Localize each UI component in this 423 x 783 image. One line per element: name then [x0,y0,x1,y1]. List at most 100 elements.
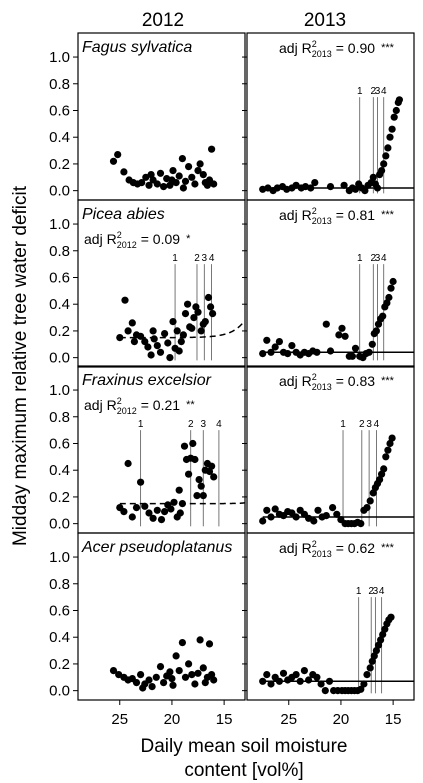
data-point [326,183,335,191]
data-point [207,303,215,311]
data-point [124,459,132,468]
data-point [392,106,400,115]
data-point [379,312,387,320]
data-point [147,171,155,179]
data-point [132,679,141,687]
threshold-label: 3 [375,86,381,97]
data-point [109,157,118,165]
data-point [121,296,129,304]
data-point [201,318,209,326]
data-point [208,671,216,679]
panel-frame [77,365,246,534]
data-point [210,676,218,684]
x-tick-label: 25 [111,711,128,728]
x-tick-label: 20 [164,711,181,728]
data-point [153,342,161,350]
data-point [390,113,398,121]
data-point [164,339,172,347]
data-point [194,167,202,175]
significance-stars: *** [381,375,395,387]
data-point [385,293,393,302]
data-point [169,318,177,326]
panel-frame [246,532,415,701]
data-point [137,332,145,340]
data-point [189,439,197,448]
data-point [138,179,146,187]
data-point [180,442,189,450]
data-point [184,300,192,308]
data-point [149,327,157,335]
threshold-label: 3 [202,253,208,264]
data-point [361,187,369,195]
y-tick-label: 0.0 [49,683,70,700]
data-point [322,320,330,328]
data-point [366,664,374,672]
y-tick-label: 1.0 [49,49,70,66]
data-point [156,348,165,356]
data-point [172,652,180,660]
data-point [144,343,152,351]
data-point [387,613,395,621]
y-tick-label: 0.6 [49,602,70,619]
data-point [161,330,169,338]
data-point [275,338,283,346]
data-point [292,671,300,679]
data-point [271,343,279,351]
r-squared-sub: 2012 [117,240,137,250]
data-point [169,167,177,175]
data-point [181,673,190,681]
data-point [360,680,368,688]
data-point [351,185,360,193]
data-point [340,181,348,189]
panel-frame [246,199,415,368]
data-point [321,687,329,695]
r-squared-text: adj R [279,207,312,223]
data-point [383,299,391,307]
r-squared-annotation: adj R2 2012 = 0.21 ** [84,396,195,416]
data-point [191,455,199,464]
data-point [170,498,178,506]
y-tick-label: 0.8 [49,576,70,593]
y-tick-label: 0.2 [49,489,70,506]
threshold-label: 4 [379,586,385,597]
threshold-label: 2 [194,253,200,264]
x-axis-label-line-2: content [vol%] [184,760,303,781]
data-point [263,506,271,514]
r-squared-value: = 0.21 [141,397,181,413]
r-squared-sup: 2 [312,206,317,216]
y-axis-label: Midday maximum relative tree water defic… [10,185,31,546]
significance-stars: ** [186,399,195,411]
panel-1-2012: 0.0 0.2 0.4 0.6 0.8 1.0 Fagus sylvatica [49,32,246,201]
data-point [156,663,165,671]
data-point [373,184,382,192]
data-point [204,293,213,302]
data-point [160,183,168,191]
data-point [314,506,322,514]
x-axis-label-line-1: Daily mean soil moisture [141,736,348,757]
data-point [341,332,349,340]
data-point [152,673,160,681]
data-point [313,673,321,681]
r-squared-sub: 2012 [117,406,137,416]
data-point [300,667,308,675]
threshold-label: 1 [357,253,363,264]
r-squared-value: = 0.83 [336,373,376,389]
data-point [380,465,388,473]
x-tick-label: 15 [385,711,402,728]
data-point [387,284,395,292]
data-point [175,172,183,180]
data-point [205,640,214,648]
data-point [157,516,166,524]
y-tick-label: 0.2 [49,323,70,340]
r-squared-text: adj R [279,373,312,389]
data-point [365,348,373,356]
data-point [267,680,275,688]
threshold-label: 1 [356,586,362,597]
data-point [141,502,149,510]
data-point [116,334,124,342]
data-point [208,145,216,153]
data-point [296,677,304,685]
